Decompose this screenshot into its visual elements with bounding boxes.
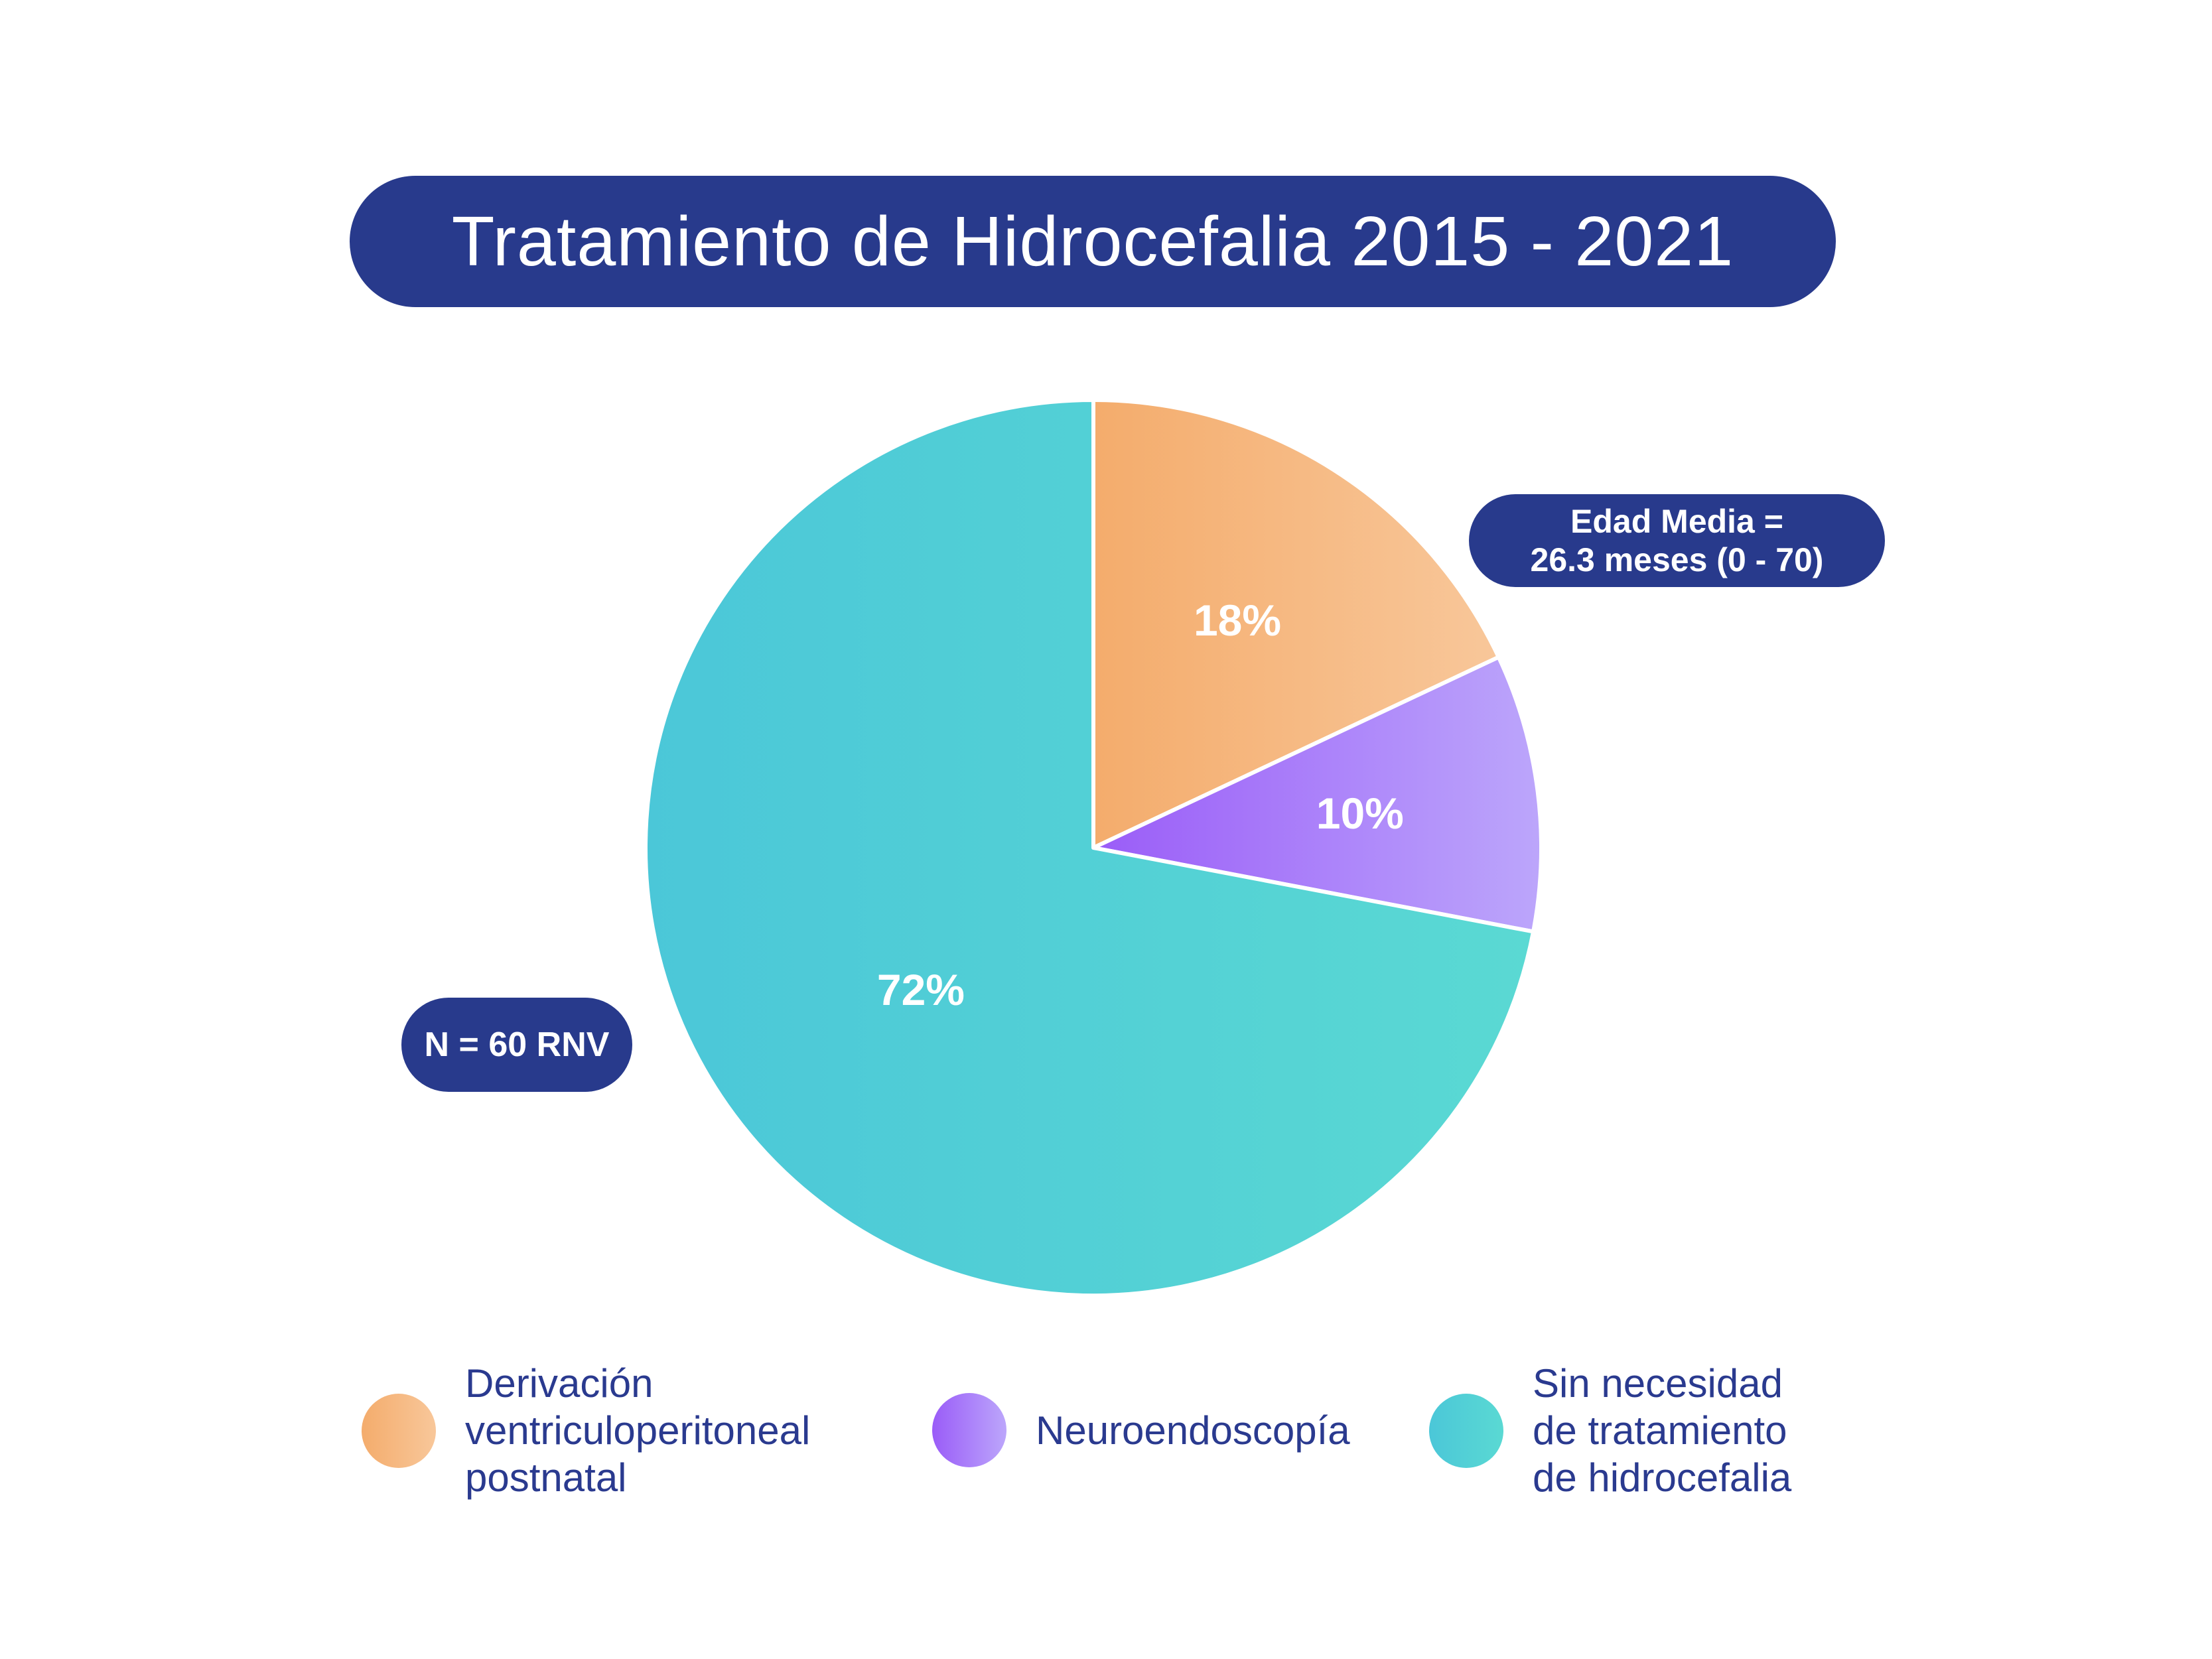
legend-label-sin-tratamiento: Sin necesidad de tratamiento de hidrocef…: [1533, 1361, 1792, 1500]
legend-item-sin-tratamiento: Sin necesidad de tratamiento de hidrocef…: [1429, 1360, 1791, 1501]
pie-slice-orange: [1091, 398, 1501, 850]
legend-item-derivacion: Derivación ventriculoperitoneal postnata…: [362, 1360, 810, 1501]
legend-item-neuroendoscopia: Neuroendoscopía: [932, 1393, 1350, 1467]
legend-swatch-teal: [1429, 1393, 1503, 1468]
pie-label-orange: 18%: [1194, 596, 1281, 645]
pie-slice-purple: [1091, 655, 1543, 934]
legend-swatch-purple: [932, 1393, 1006, 1467]
sample-size-badge: N = 60 RNV: [401, 998, 632, 1092]
legend-label-derivacion: Derivación ventriculoperitoneal postnata…: [465, 1361, 811, 1500]
legend-swatch-orange: [362, 1393, 436, 1468]
mean-age-line1: Edad Media =: [1570, 503, 1783, 540]
mean-age-line2: 26.3 meses (0 - 70): [1530, 541, 1824, 578]
chart-title: Tratamiento de Hidrocefalia 2015 - 2021: [350, 176, 1836, 307]
pie-slice-teal: [644, 398, 1536, 1297]
legend-label-neuroendoscopia: Neuroendoscopía: [1036, 1408, 1350, 1453]
pie-label-purple: 10%: [1316, 789, 1404, 838]
mean-age-badge: Edad Media = 26.3 meses (0 - 70): [1469, 494, 1885, 587]
pie-label-teal: 72%: [877, 965, 965, 1014]
